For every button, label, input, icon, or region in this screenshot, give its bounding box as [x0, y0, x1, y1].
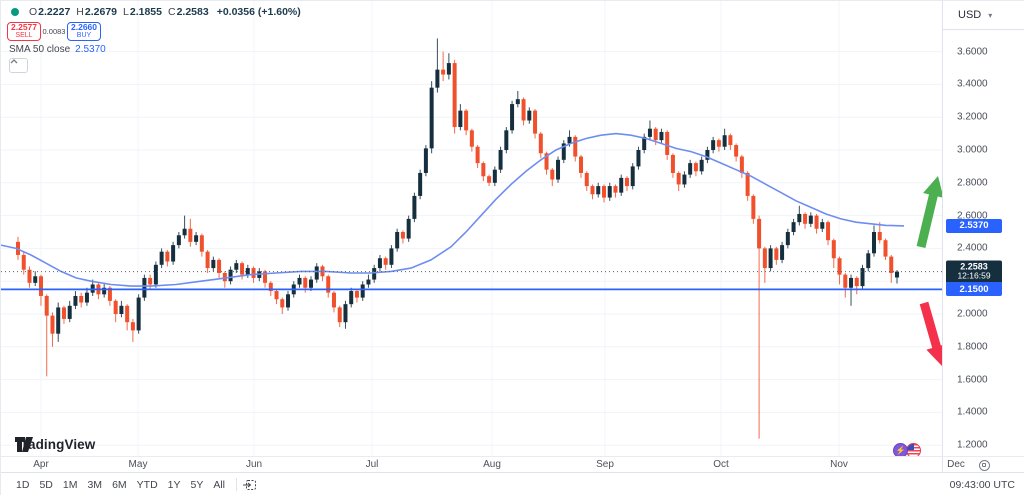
range-button-3m[interactable]: 3M: [82, 477, 107, 493]
boost-reaction-icon[interactable]: ⚡: [893, 443, 908, 456]
sma-indicator-name: SMA 50 close: [9, 44, 71, 55]
calendar-icon: [243, 479, 257, 490]
flag-reaction-icon[interactable]: [906, 443, 921, 456]
price-tick: 1.8000: [957, 341, 988, 353]
change-value: +0.0356 (+1.60%): [216, 6, 301, 18]
data-status-icon[interactable]: [11, 8, 19, 16]
ohlc-legend: O 2.2227 H 2.2679 L 2.1855 C 2.2583 +0.0356 …: [11, 6, 301, 18]
tradingview-logo-icon: [15, 437, 33, 452]
range-button-ytd[interactable]: YTD: [132, 477, 163, 493]
spread-value: 0.0083: [42, 27, 66, 36]
month-label: Apr: [33, 459, 49, 470]
price-tick: 2.8000: [957, 177, 988, 189]
price-tick: 3.4000: [957, 78, 988, 90]
low-value: 2.1855: [129, 6, 162, 18]
bottom-toolbar: 1D 5D 1M 3M 6M YTD 1Y 5Y All 09:43:00 UTC: [1, 473, 1024, 495]
sell-label: SELL: [15, 32, 33, 40]
month-label: Jun: [245, 459, 263, 470]
close-value: 2.2583: [176, 6, 209, 18]
sma-indicator-legend[interactable]: SMA 50 close 2.5370: [9, 44, 106, 55]
go-to-date-button[interactable]: [243, 479, 257, 491]
scale-settings-icon[interactable]: [978, 459, 990, 471]
sma-price-badge: 2.5370: [946, 218, 1002, 233]
sell-button[interactable]: 2.2577 SELL: [7, 22, 41, 41]
price-tick: 3.0000: [957, 144, 988, 156]
buy-price: 2.2660: [71, 22, 97, 33]
currency-selector[interactable]: USD ▾: [943, 1, 1024, 30]
month-label: Sep: [596, 459, 614, 470]
timezone-clock[interactable]: 09:43:00 UTC: [949, 478, 1015, 491]
sma-indicator-value: 2.5370: [75, 44, 106, 55]
bar-countdown: 12:16:59: [957, 270, 991, 281]
last-price-badge: 2.2583 12:16:59: [946, 260, 1002, 284]
chart-pane[interactable]: O 2.2227 H 2.2679 L 2.1855 C 2.2583 +0.0356 …: [1, 1, 942, 456]
range-button-1m[interactable]: 1M: [58, 477, 83, 493]
low-label: L: [123, 6, 129, 18]
range-button-5y[interactable]: 5Y: [186, 477, 209, 493]
month-label: Jul: [365, 459, 379, 470]
price-tick: 2.6000: [957, 210, 988, 222]
month-label: Nov: [830, 459, 848, 470]
time-scale-corner: [942, 457, 1024, 473]
horizontal-line-price-badge: 2.1500: [946, 282, 1002, 297]
tradingview-watermark[interactable]: TradingView: [15, 437, 95, 452]
price-tick: 1.6000: [957, 374, 988, 386]
trade-panel: 2.2577 SELL 0.0083 2.2660 BUY: [7, 22, 101, 41]
price-tick: 2.0000: [957, 308, 988, 320]
sell-price: 2.2577: [11, 22, 37, 33]
open-label: O: [29, 6, 38, 18]
reaction-icons: ⚡: [893, 443, 921, 456]
price-tick: 1.2000: [957, 439, 988, 451]
trend-arrow-down: [919, 301, 942, 366]
tradingview-brand-text: TradingView: [15, 437, 96, 452]
range-button-1d[interactable]: 1D: [11, 477, 34, 493]
range-button-6m[interactable]: 6M: [107, 477, 132, 493]
range-button-5d[interactable]: 5D: [34, 477, 57, 493]
open-value: 2.2227: [38, 6, 71, 18]
month-label: Dec: [947, 459, 965, 470]
buy-button[interactable]: 2.2660 BUY: [67, 22, 101, 41]
candlestick-chart: [1, 1, 942, 456]
last-price-value: 2.2583: [960, 261, 988, 272]
chevron-up-icon: [10, 59, 18, 64]
chevron-down-icon: ▾: [988, 10, 993, 20]
price-tick: 3.2000: [957, 111, 988, 123]
month-label: Oct: [713, 459, 729, 470]
month-label: May: [128, 459, 148, 470]
price-tick: 2.4000: [957, 242, 988, 254]
date-range-buttons: 1D 5D 1M 3M 6M YTD 1Y 5Y All: [11, 477, 230, 493]
range-button-all[interactable]: All: [208, 477, 230, 493]
range-button-1y[interactable]: 1Y: [163, 477, 186, 493]
price-scale[interactable]: USD ▾ 3.6000 3.4000 3.2000 3.0000 2.8000 2.60…: [942, 1, 1024, 456]
time-scale[interactable]: Apr May Jun Jul Aug Sep Oct Nov Dec: [1, 456, 1024, 473]
buy-label: BUY: [76, 32, 92, 40]
toolbar-divider: [236, 478, 238, 491]
close-label: C: [167, 6, 176, 18]
price-tick: 1.4000: [957, 406, 988, 418]
price-tick: 3.6000: [957, 46, 988, 58]
high-value: 2.2679: [84, 6, 118, 18]
high-label: H: [76, 6, 84, 18]
currency-label: USD: [958, 9, 982, 21]
collapse-legend-button[interactable]: [9, 58, 28, 73]
trend-arrow-up: [916, 176, 942, 248]
month-label: Aug: [483, 459, 501, 470]
